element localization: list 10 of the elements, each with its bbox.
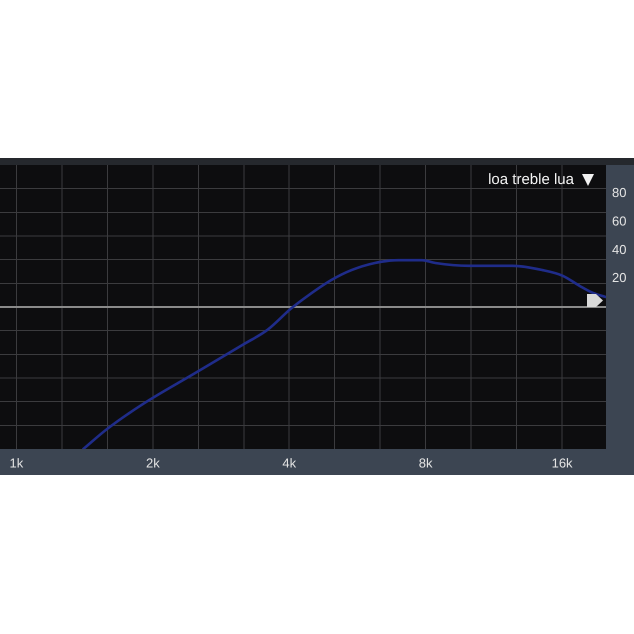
x-tick-label: 8k [418,455,434,470]
x-tick-label: 16k [552,455,574,470]
chart-title: loa treble lua [488,171,575,188]
x-tick-label: 2k [146,455,160,470]
y-tick-label: 40 [612,242,626,257]
y-tick-label: 60 [612,213,626,228]
y-tick-label: 20 [612,270,626,286]
y-tick-label: 80 [612,184,626,200]
x-tick-label: 1k [10,455,24,470]
x-tick-label: 4k [282,455,297,470]
